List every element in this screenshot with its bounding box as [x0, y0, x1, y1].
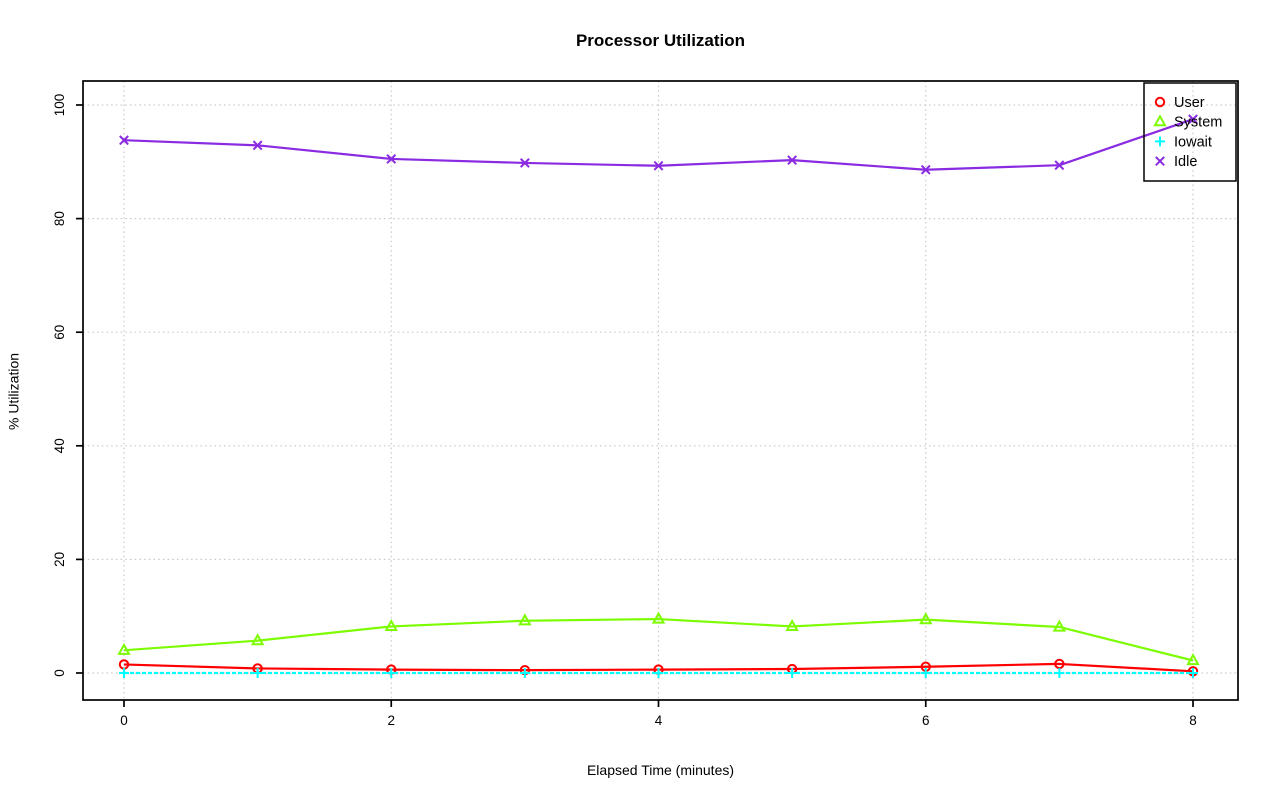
idle-marker [653, 160, 664, 171]
iowait-marker [519, 668, 530, 678]
system-marker [384, 618, 398, 632]
x-tick-label: 4 [655, 713, 663, 728]
x-tick-label: 0 [120, 713, 128, 728]
y-axis-title: % Utilization [5, 352, 22, 431]
legend-idle-marker [1155, 156, 1165, 167]
x-tick-label: 6 [922, 713, 930, 728]
iowait-marker [653, 668, 664, 678]
system-marker [1186, 653, 1200, 666]
y-tick-label: 80 [52, 211, 67, 226]
idle-marker [920, 164, 931, 175]
iowait-marker [787, 668, 798, 678]
y-tick-label: 40 [52, 438, 67, 453]
legend-box [1143, 82, 1237, 182]
y-tick-label: 20 [52, 552, 67, 567]
plot-border [82, 80, 1239, 701]
iowait-marker [119, 668, 129, 678]
system-marker [1052, 619, 1067, 632]
iowait-marker [252, 668, 263, 678]
idle-marker [1188, 114, 1198, 125]
x-tick-label: 2 [387, 713, 395, 728]
idle-marker [519, 158, 530, 168]
system-marker [117, 642, 131, 655]
iowait-marker [920, 668, 931, 678]
legend-user-label: User [1174, 95, 1205, 111]
system-marker [785, 618, 799, 632]
system-marker [651, 611, 666, 624]
iowait-marker [1188, 668, 1198, 678]
legend-user-marker [1154, 96, 1166, 108]
idle-marker [1054, 160, 1065, 171]
idle-marker [252, 140, 263, 151]
idle-marker [119, 135, 129, 146]
iowait-marker [1054, 668, 1065, 678]
legend-system-marker [1153, 114, 1167, 127]
idle-marker [787, 155, 798, 166]
y-tick-label: 100 [52, 94, 67, 117]
legend-iowait-marker [1155, 136, 1165, 147]
idle-marker [386, 154, 397, 164]
legend-idle-label: Idle [1174, 154, 1197, 170]
chart-title: Processor Utilization [575, 31, 746, 50]
system-marker [518, 613, 532, 626]
system-marker [919, 612, 933, 625]
x-tick-label: 8 [1189, 713, 1197, 728]
iowait-marker [386, 668, 397, 678]
legend-iowait-label: Iowait [1174, 134, 1212, 150]
legend-system-label: System [1174, 115, 1222, 131]
y-tick-label: 60 [52, 325, 67, 340]
system-line [123, 617, 1194, 662]
y-tick-label: 0 [52, 669, 67, 677]
system-marker [250, 633, 265, 646]
x-axis-title: Elapsed Time (minutes) [586, 762, 735, 778]
